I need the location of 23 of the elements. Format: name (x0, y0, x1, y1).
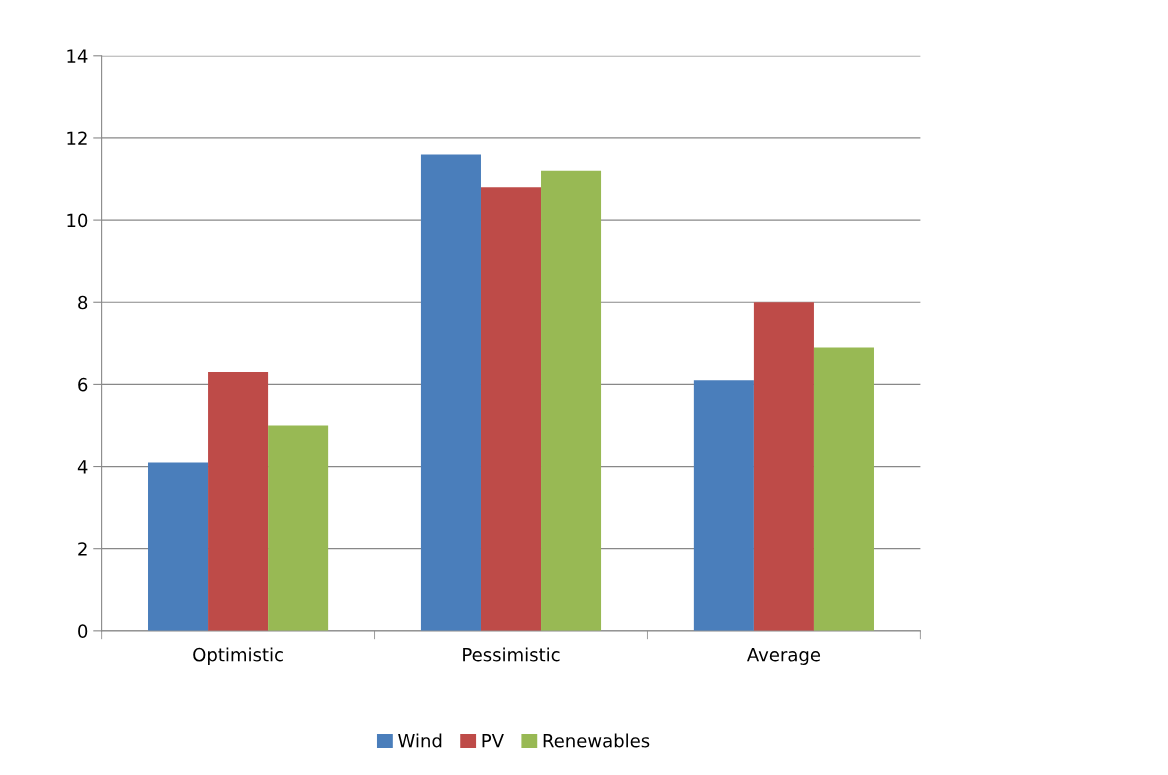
legend-label: Renewables (543, 733, 650, 748)
bar (693, 380, 754, 631)
bar (148, 462, 209, 631)
legend-label: PV (482, 734, 504, 748)
y-tick-label: 0 (78, 624, 88, 638)
bar (480, 187, 542, 631)
bar (813, 347, 874, 631)
bar (268, 425, 329, 631)
y-tick-label: 4 (77, 460, 88, 474)
legend-label: Wind (398, 733, 442, 748)
bar (753, 302, 814, 631)
y-tick-label: 6 (78, 377, 88, 392)
y-tick-label: 8 (78, 295, 88, 310)
y-tick-label: 2 (78, 542, 87, 556)
bar (541, 170, 602, 631)
y-tick-label: 12 (67, 131, 87, 145)
x-tick-label: Pessimistic (463, 647, 560, 662)
y-tick-label: 14 (67, 49, 88, 63)
y-tick-label: 10 (67, 213, 88, 228)
x-tick-label: Average (746, 648, 821, 665)
bar (420, 154, 481, 631)
bar (208, 372, 269, 631)
x-tick-label: Optimistic (193, 647, 283, 665)
